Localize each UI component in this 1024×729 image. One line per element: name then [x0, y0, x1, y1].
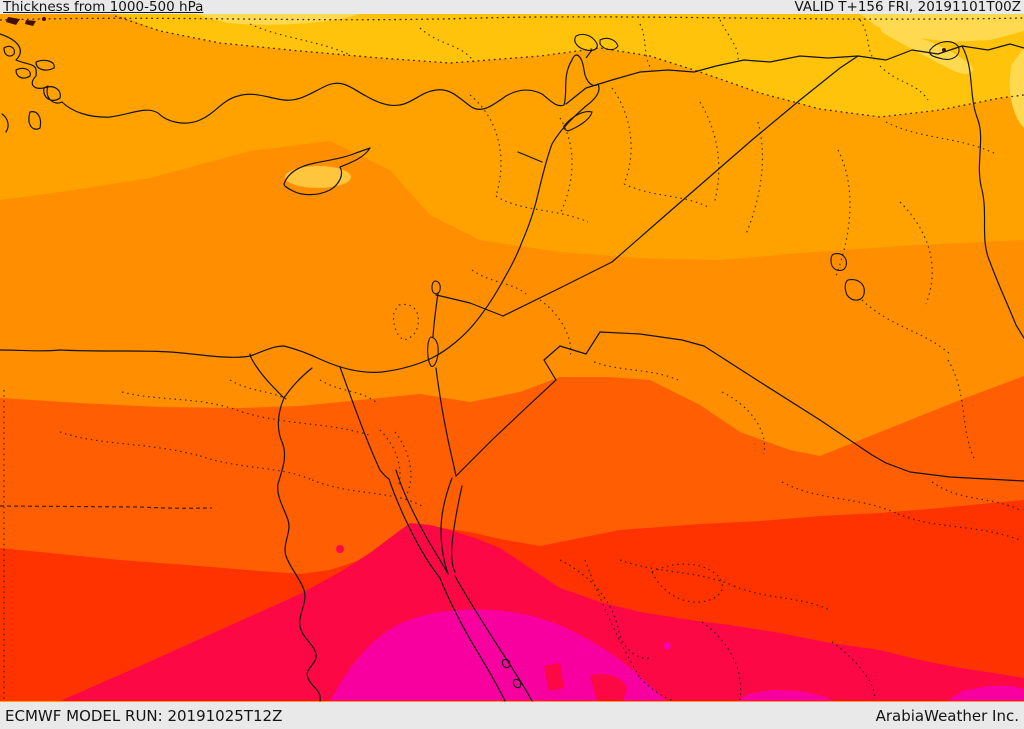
contour-top [0, 16, 1024, 21]
lake-van [929, 41, 960, 60]
coastlines [0, 33, 600, 702]
syria-iraq-border [611, 55, 859, 263]
nile-river [277, 397, 321, 702]
model-run-label: ECMWF MODEL RUN: 20191025T12Z [5, 706, 283, 725]
band-light-yellow-edge [1009, 48, 1024, 128]
magenta-spot [663, 642, 671, 650]
cyprus-island [283, 147, 371, 196]
aegean-islands [1, 45, 61, 133]
country-borders [432, 43, 1024, 482]
dead-sea [427, 336, 439, 367]
lake-habbaniyah [844, 279, 865, 301]
contour-lines [0, 15, 1024, 118]
map-title: Thickness from 1000-500 hPa [3, 0, 204, 15]
jordan-iraq-border [502, 261, 613, 317]
sea-of-galilee [431, 280, 441, 295]
israel-jordan-border [435, 367, 457, 477]
band-light-yellow-tr [860, 14, 1024, 42]
iran-border [961, 45, 1024, 339]
red-sea-east-coast [454, 575, 533, 702]
band-magenta-dome [330, 609, 666, 701]
validity-label: VALID T+156 FRI, 20191101T00Z [794, 0, 1021, 15]
magenta-hole-2 [590, 674, 627, 701]
lake-tharthar [830, 253, 847, 272]
lebanon-border [517, 151, 543, 163]
band-crimson [60, 523, 1024, 701]
gulf-of-aqaba-east [451, 485, 463, 573]
crimson-spot [336, 545, 344, 553]
footer-bar: ECMWF MODEL RUN: 20191025T12Z ArabiaWeat… [0, 702, 1024, 729]
suez-canal-gulf-west [339, 366, 441, 579]
jordan-river [432, 292, 439, 338]
lake-assad [563, 111, 593, 132]
band-light-yellow-blob [880, 28, 973, 74]
credit-label: ArabiaWeather Inc. [875, 706, 1019, 725]
red-sea-islets [501, 658, 522, 689]
west-bank-border [392, 303, 419, 341]
gulf-of-aqaba-west [440, 477, 453, 575]
ataturk-lakes [574, 33, 619, 59]
band-gold [115, 14, 1024, 117]
magenta-hole-1 [544, 663, 564, 691]
nile-delta-branches [249, 353, 313, 399]
gulf-of-suez-east [395, 469, 449, 575]
red-sea-west-coast [439, 577, 506, 702]
color-bands [0, 14, 1024, 702]
lakes [427, 33, 960, 367]
band-light-yellow-top [195, 14, 360, 25]
syria-jordan-border [435, 294, 504, 317]
dark-islets [6, 17, 46, 26]
jordan-saudi-border [455, 331, 1024, 482]
mediterranean-coast [0, 33, 600, 373]
cyprus-core-patch [285, 166, 351, 188]
magenta-sliver-2 [947, 686, 1024, 701]
header-bar: Thickness from 1000-500 hPa VALID T+156 … [0, 0, 1024, 14]
magenta-sliver-1 [737, 690, 834, 701]
